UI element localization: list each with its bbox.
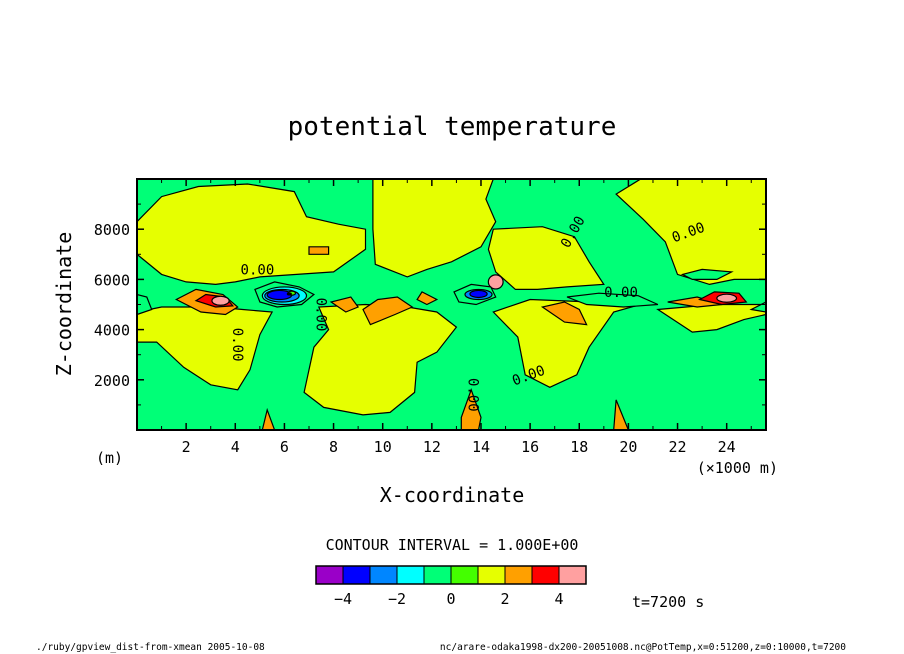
red-core-center	[487, 274, 504, 290]
colorbar: −4 −2 0 2 4	[315, 565, 587, 608]
x-tick-label: 4	[231, 438, 240, 456]
x-axis-label: X-coordinate	[380, 483, 525, 507]
footer-left: ./ruby/gpview_dist-from-xmean 2005-10-08	[36, 642, 265, 653]
red-core-left	[211, 295, 230, 306]
y-axis: 2000 4000 6000 8000	[94, 203, 766, 406]
warm-region-upper-left	[136, 183, 367, 286]
colorbar-tick-label: 2	[500, 590, 509, 608]
warm-region-upper-center	[487, 226, 605, 290]
warm-region-upper-mid	[372, 178, 497, 278]
colorbar-frame	[315, 565, 587, 585]
time-label: t=7200 s	[632, 593, 704, 611]
colorbar-swatch	[477, 565, 506, 585]
x-tick-label: 14	[472, 438, 490, 456]
warm-region-lower-center	[492, 298, 641, 388]
x-tick-label: 10	[374, 438, 392, 456]
cool-core-b-deep	[469, 289, 488, 299]
colorbar-tick-label: 0	[446, 590, 455, 608]
yellow-patch-a	[329, 296, 360, 313]
y-axis-label: Z-coordinate	[52, 232, 76, 377]
x-tick-label: 12	[423, 438, 441, 456]
contour-label: 0.00	[241, 262, 275, 278]
cool-patch-upper-right	[680, 268, 734, 280]
y-tick-label: 8000	[94, 221, 130, 239]
x-tick-label: 20	[619, 438, 637, 456]
x-tick-label: 8	[329, 438, 338, 456]
x-unit-right: (×1000 m)	[697, 459, 778, 477]
y-tick-label: 2000	[94, 372, 130, 390]
x-tick-label: 16	[521, 438, 539, 456]
y-tick-label: 4000	[94, 322, 130, 340]
red-core-right	[716, 293, 738, 303]
colorbar-swatch	[504, 565, 533, 585]
contour-interval: CONTOUR INTERVAL = 1.000E+00	[326, 536, 579, 554]
warm-region-lower-mid	[303, 303, 458, 416]
yellow-patch-top	[308, 246, 330, 255]
contour-label: 0.00	[465, 378, 481, 412]
yellow-patch-e	[416, 291, 439, 306]
x-tick-label: 22	[669, 438, 687, 456]
colorbar-tick-label: 4	[554, 590, 563, 608]
contour-label: 0.00	[229, 328, 245, 362]
contour-label: 0.00	[312, 298, 328, 332]
colorbar-swatch	[369, 565, 398, 585]
colorbar-swatch	[396, 565, 425, 585]
warm-region-lower-left	[136, 306, 274, 391]
colorbar-swatch	[342, 565, 371, 585]
colorbar-swatch	[558, 565, 587, 585]
x-tick-label: 18	[570, 438, 588, 456]
y-tick-label: 6000	[94, 271, 130, 289]
colorbar-swatch	[450, 565, 479, 585]
contour-field: 0.000.000.000.000.000.000.000.00	[136, 178, 767, 431]
yellow-plume-bottom-mid	[460, 388, 482, 431]
hot-speck-a	[286, 292, 292, 296]
plot-area: 0.000.000.000.000.000.000.000.00	[136, 178, 767, 431]
x-tick-label: 6	[280, 438, 289, 456]
x-tick-label: 24	[718, 438, 736, 456]
yellow-patch-b	[362, 296, 414, 326]
colorbar-tick-label: −2	[388, 590, 406, 608]
chart-title: potential temperature	[288, 112, 617, 142]
contour-label: 0.00	[604, 285, 638, 301]
footer-right: nc/arare-odaka1998-dx200-20051008.nc@Pot…	[440, 642, 846, 653]
x-axis: 2 4 6 8 10 12 14 16 18 20 22 24	[161, 179, 752, 456]
colorbar-swatch	[423, 565, 452, 585]
colorbar-tick-label: −4	[334, 590, 352, 608]
cool-band-c	[566, 292, 659, 308]
colorbar-swatch	[315, 565, 344, 585]
colorbar-swatch	[531, 565, 560, 585]
x-unit-left: (m)	[96, 449, 123, 467]
yellow-patch-c	[540, 301, 588, 326]
x-tick-label: 2	[182, 438, 191, 456]
